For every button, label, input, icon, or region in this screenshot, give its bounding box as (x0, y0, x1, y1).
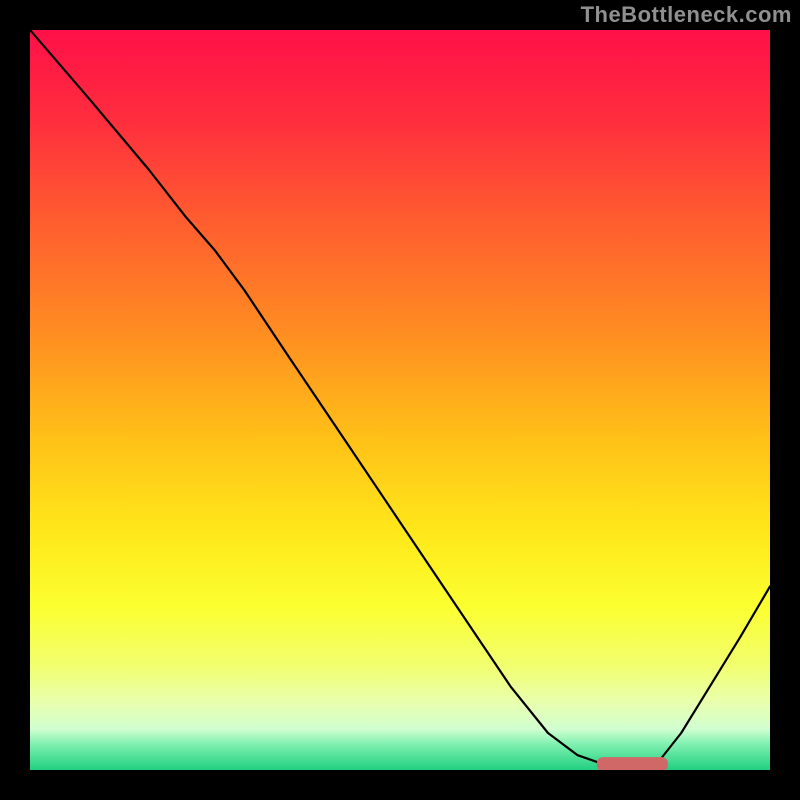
plot-area (30, 30, 770, 770)
watermark-text: TheBottleneck.com (581, 2, 792, 28)
bottleneck-curve (30, 30, 770, 767)
chart-overlay (30, 30, 770, 770)
optimum-marker (597, 757, 668, 770)
